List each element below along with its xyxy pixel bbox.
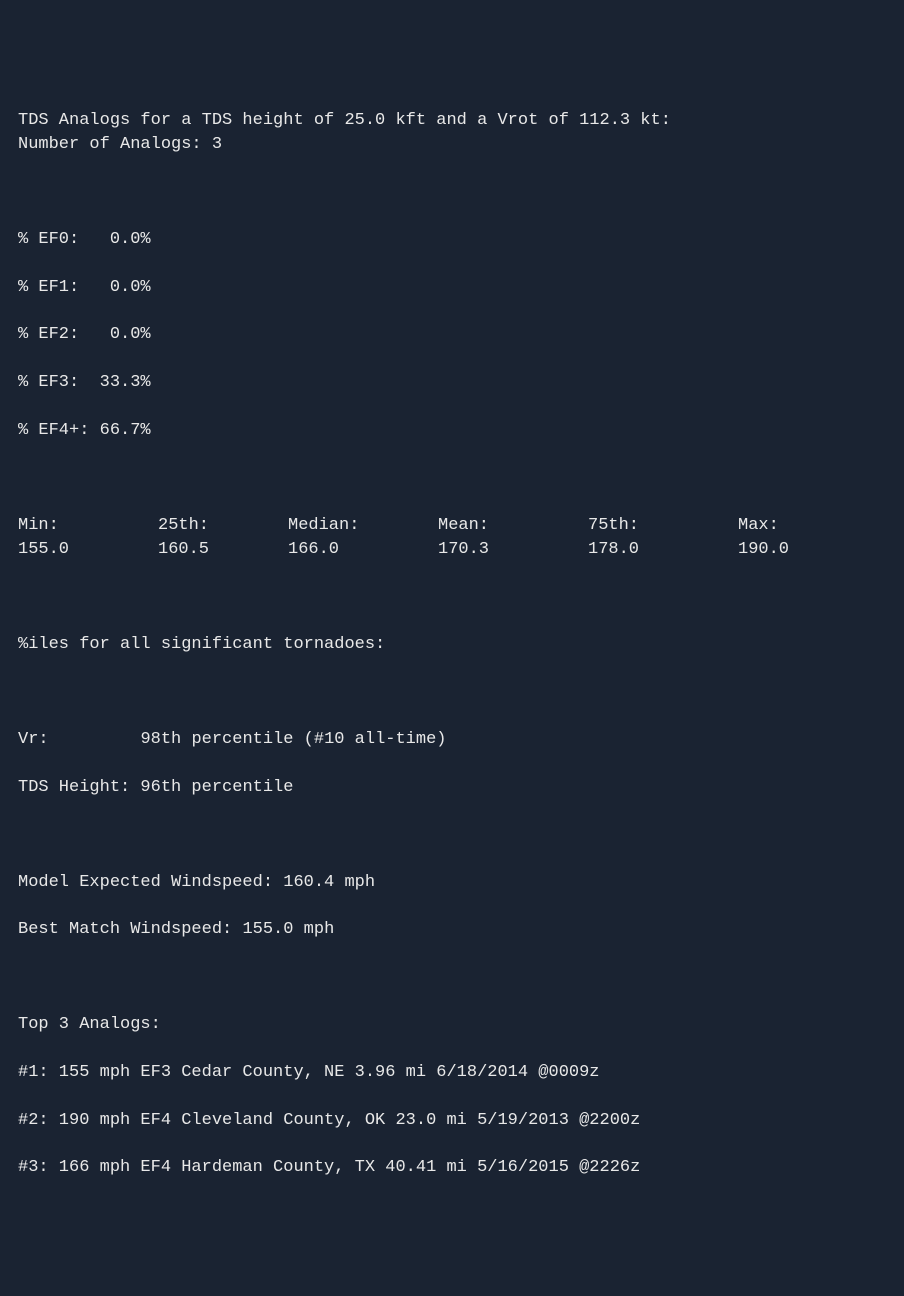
ef1-value: 0.0% bbox=[110, 278, 151, 297]
ef2-value: 0.0% bbox=[110, 325, 151, 344]
ef3-label: % EF3: bbox=[18, 373, 79, 392]
stat-median-value: 166.0 bbox=[288, 538, 438, 562]
ef1-line: % EF1: 0.0% bbox=[18, 276, 886, 300]
tds-value: 96th percentile bbox=[140, 778, 293, 797]
analog-row-2: #2: 190 mph EF4 Cleveland County, OK 23.… bbox=[18, 1109, 886, 1133]
tds-percentile-line: TDS Height: 96th percentile bbox=[18, 776, 886, 800]
stat-mean-label: Mean: bbox=[438, 514, 588, 538]
model-expected-label: Model Expected Windspeed: bbox=[18, 873, 273, 892]
blank-line bbox=[18, 823, 886, 847]
best-match-label: Best Match Windspeed: bbox=[18, 920, 232, 939]
blank-line bbox=[18, 966, 886, 990]
blank-line bbox=[18, 181, 886, 205]
title-line: TDS Analogs for a TDS height of 25.0 kft… bbox=[18, 109, 886, 133]
ef1-label: % EF1: bbox=[18, 278, 79, 297]
best-match-line: Best Match Windspeed: 155.0 mph bbox=[18, 918, 886, 942]
num-analogs-value: 3 bbox=[212, 135, 222, 154]
stat-min-value: 155.0 bbox=[18, 538, 158, 562]
stat-max-value: 190.0 bbox=[738, 538, 789, 562]
analog-row-3: #3: 166 mph EF4 Hardeman County, TX 40.4… bbox=[18, 1156, 886, 1180]
vr-label: Vr: bbox=[18, 730, 49, 749]
ef4-label: % EF4+: bbox=[18, 421, 89, 440]
stats-value-row: 155.0160.5166.0170.3178.0190.0 bbox=[18, 538, 886, 562]
percentiles-section-label: %iles for all significant tornadoes: bbox=[18, 633, 886, 657]
stat-median-label: Median: bbox=[288, 514, 438, 538]
ef2-label: % EF2: bbox=[18, 325, 79, 344]
best-match-value: 155.0 mph bbox=[242, 920, 334, 939]
blank-line bbox=[18, 585, 886, 609]
stat-25th-label: 25th: bbox=[158, 514, 288, 538]
blank-line bbox=[18, 680, 886, 704]
num-analogs-line: Number of Analogs: 3 bbox=[18, 133, 886, 157]
ef0-label: % EF0: bbox=[18, 230, 79, 249]
analog-row-1: #1: 155 mph EF3 Cedar County, NE 3.96 mi… bbox=[18, 1061, 886, 1085]
vr-percentile-line: Vr: 98th percentile (#10 all-time) bbox=[18, 728, 886, 752]
ef2-line: % EF2: 0.0% bbox=[18, 323, 886, 347]
stat-25th-value: 160.5 bbox=[158, 538, 288, 562]
ef0-value: 0.0% bbox=[110, 230, 151, 249]
stat-min-label: Min: bbox=[18, 514, 158, 538]
model-expected-value: 160.4 mph bbox=[283, 873, 375, 892]
vr-value: 98th percentile (#10 all-time) bbox=[140, 730, 446, 749]
ef3-value: 33.3% bbox=[100, 373, 151, 392]
tds-label: TDS Height: bbox=[18, 778, 130, 797]
blank-line bbox=[18, 466, 886, 490]
stat-mean-value: 170.3 bbox=[438, 538, 588, 562]
ef4-line: % EF4+: 66.7% bbox=[18, 419, 886, 443]
stat-75th-label: 75th: bbox=[588, 514, 738, 538]
num-analogs-label: Number of Analogs: bbox=[18, 135, 202, 154]
stats-header-row: Min:25th:Median:Mean:75th:Max: bbox=[18, 514, 886, 538]
stat-max-label: Max: bbox=[738, 514, 779, 538]
analogs-section-label: Top 3 Analogs: bbox=[18, 1013, 886, 1037]
stat-75th-value: 178.0 bbox=[588, 538, 738, 562]
model-expected-line: Model Expected Windspeed: 160.4 mph bbox=[18, 871, 886, 895]
ef4-value: 66.7% bbox=[100, 421, 151, 440]
ef0-line: % EF0: 0.0% bbox=[18, 228, 886, 252]
ef3-line: % EF3: 33.3% bbox=[18, 371, 886, 395]
